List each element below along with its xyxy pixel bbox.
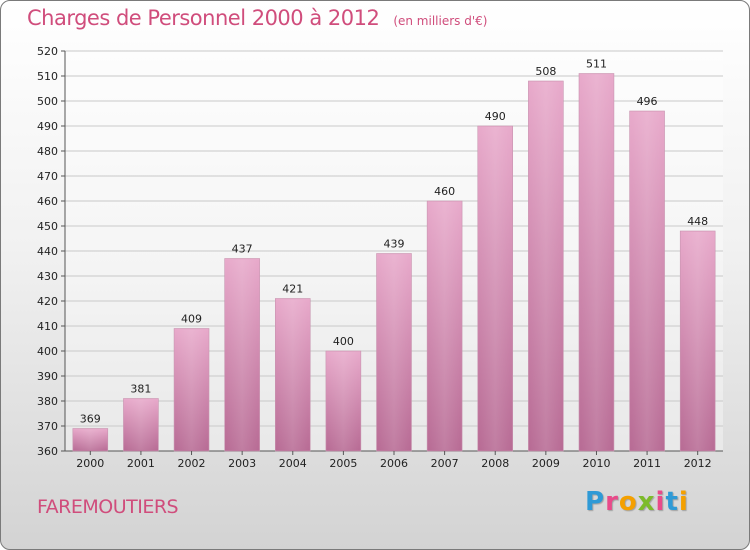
bar-value-label: 421 (282, 283, 303, 296)
bar-sheen (125, 399, 157, 450)
logo-letter: t (665, 487, 679, 517)
bar-2002 (173, 328, 210, 452)
commune-name: FAREMOUTIERS (37, 496, 179, 518)
bar-sheen (176, 329, 208, 450)
x-tick-label: 2006 (380, 457, 408, 470)
bar-sheen (530, 82, 562, 450)
bar-2004 (275, 298, 311, 452)
y-tick-label: 500 (37, 95, 58, 108)
bar-sheen (580, 74, 612, 450)
chart-subtitle: (en milliers d'€) (393, 14, 488, 28)
bar-2009 (528, 80, 564, 452)
bar-sheen (682, 232, 714, 450)
bar-2012 (679, 230, 716, 452)
x-tick-label: 2009 (532, 457, 560, 470)
bar-value-label: 400 (333, 335, 354, 348)
bar-2000 (72, 428, 109, 452)
x-tick-label: 2004 (279, 457, 307, 470)
y-tick-label: 420 (37, 295, 58, 308)
y-tick-label: 380 (37, 395, 58, 408)
y-tick-label: 400 (37, 345, 58, 358)
bar-sheen (631, 112, 663, 450)
chart-title: Charges de Personnel 2000 à 2012 (en mill… (27, 6, 487, 30)
x-tick-label: 2005 (329, 457, 357, 470)
proxiti-logo: Proxiti (585, 487, 689, 517)
x-tick-label: 2011 (633, 457, 661, 470)
bar-2001 (123, 398, 159, 452)
bar-value-label: 409 (181, 313, 202, 326)
x-tick-label: 2007 (431, 457, 459, 470)
bar-value-label: 437 (232, 243, 253, 256)
x-tick-label: 2012 (684, 457, 712, 470)
bar-value-label: 460 (434, 185, 455, 198)
y-tick-label: 390 (37, 370, 58, 383)
bar-value-label: 448 (687, 215, 708, 228)
bar-2006 (376, 253, 412, 452)
bar-value-label: 511 (586, 58, 607, 71)
y-tick-label: 520 (37, 45, 58, 58)
bar-value-label: 508 (535, 65, 556, 78)
bar-2010 (578, 73, 615, 452)
y-tick-label: 450 (37, 220, 58, 233)
logo-letter: i (655, 487, 666, 517)
bar-2003 (224, 258, 260, 452)
y-tick-label: 510 (37, 70, 58, 83)
logo-letter: o (618, 487, 638, 517)
bar-2011 (629, 110, 665, 452)
logo-letter: x (637, 487, 656, 517)
x-tick-label: 2008 (481, 457, 509, 470)
y-tick-label: 440 (37, 245, 58, 258)
bar-sheen (74, 429, 106, 450)
x-tick-label: 2001 (127, 457, 155, 470)
bar-sheen (226, 259, 258, 450)
bar-value-label: 439 (384, 238, 405, 251)
y-tick-label: 410 (37, 320, 58, 333)
y-tick-label: 460 (37, 195, 58, 208)
x-tick-label: 2000 (76, 457, 104, 470)
bar-sheen (429, 202, 461, 450)
x-tick-label: 2010 (582, 457, 610, 470)
bar-value-label: 369 (80, 413, 101, 426)
logo-letter: i (678, 487, 689, 517)
x-tick-label: 2003 (228, 457, 256, 470)
y-tick-label: 480 (37, 145, 58, 158)
bar-value-label: 496 (637, 95, 658, 108)
bar-sheen (479, 127, 511, 450)
bar-sheen (277, 299, 309, 450)
logo-letter: r (605, 487, 619, 517)
bar-value-label: 490 (485, 110, 506, 123)
y-tick-label: 470 (37, 170, 58, 183)
bar-2008 (477, 125, 513, 452)
bar-sheen (378, 254, 410, 450)
bar-2007 (426, 200, 463, 452)
bar-2005 (325, 350, 362, 452)
y-tick-label: 370 (37, 420, 58, 433)
x-tick-label: 2002 (178, 457, 206, 470)
bar-sheen (327, 352, 359, 450)
y-tick-label: 430 (37, 270, 58, 283)
y-tick-label: 490 (37, 120, 58, 133)
chart-title-text: Charges de Personnel 2000 à 2012 (27, 6, 380, 30)
bar-value-label: 381 (130, 383, 151, 396)
y-tick-label: 360 (37, 445, 58, 458)
logo-letter: P (585, 487, 606, 517)
